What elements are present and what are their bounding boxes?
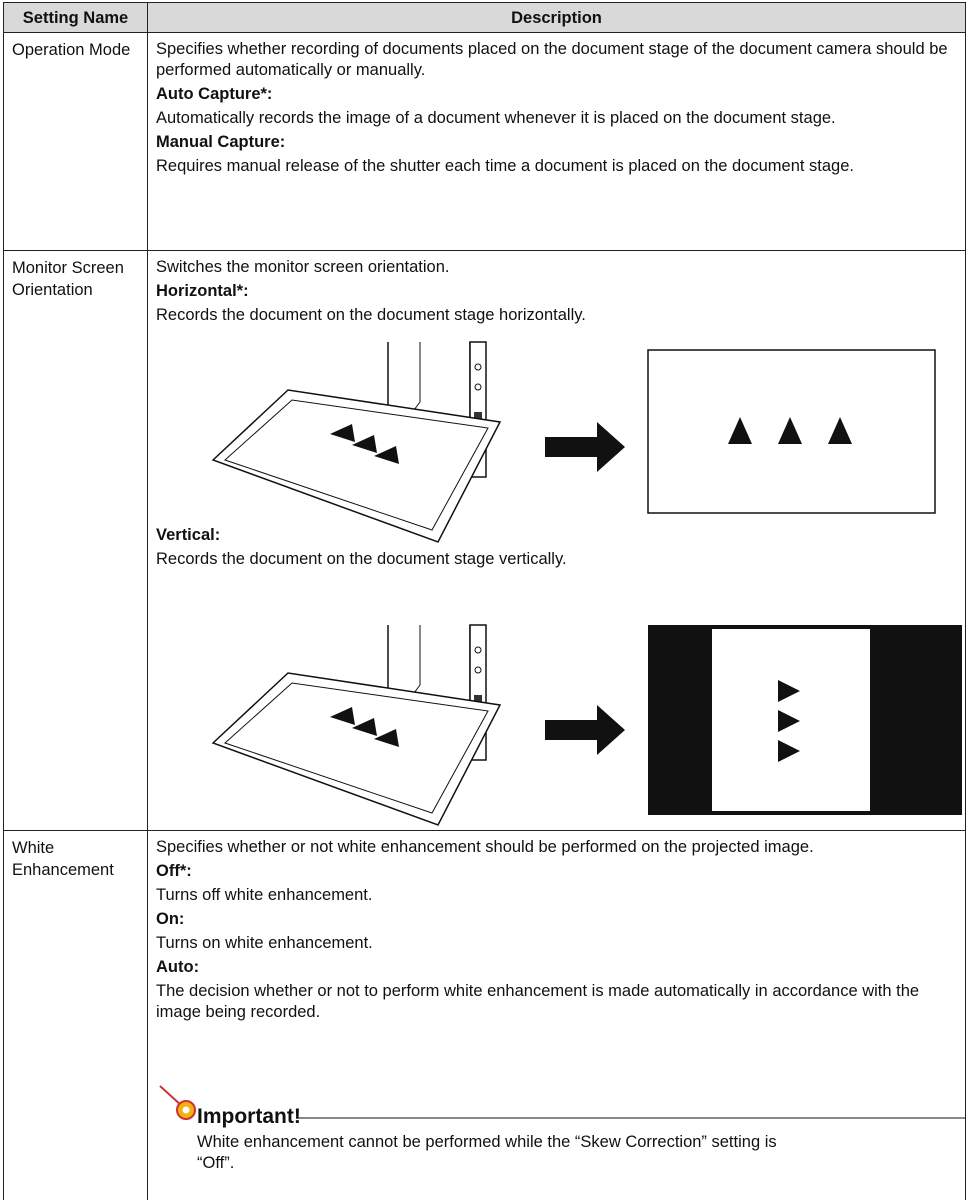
option-label: Manual Capture: bbox=[156, 133, 286, 151]
important-text: White enhancement cannot be performed wh… bbox=[197, 1133, 777, 1172]
option-text: Records the document on the document sta… bbox=[156, 306, 586, 324]
setting-name: White Enhancement bbox=[3, 830, 147, 1200]
option-text: Turns on white enhancement. bbox=[156, 934, 373, 952]
description: Specifies whether or not white enhanceme… bbox=[156, 838, 814, 856]
setting-name: Operation Mode bbox=[3, 32, 147, 250]
option-label: Auto: bbox=[156, 958, 200, 976]
option-label: Off*: bbox=[156, 862, 192, 880]
description-cell: Specifies whether or not white enhanceme… bbox=[147, 830, 966, 1200]
setting-name: Monitor Screen Orientation bbox=[3, 250, 147, 830]
option-text: Automatically records the image of a doc… bbox=[156, 109, 836, 127]
option-label: Vertical: bbox=[156, 526, 221, 544]
option-text: The decision whether or not to perform w… bbox=[156, 982, 920, 1021]
option-label: Auto Capture*: bbox=[156, 85, 273, 103]
description-cell: Switches the monitor screen orientation.… bbox=[147, 250, 966, 830]
header-cell: Description bbox=[147, 2, 966, 32]
option-text: Requires manual release of the shutter e… bbox=[156, 157, 854, 175]
option-text: Turns off white enhancement. bbox=[156, 886, 373, 904]
description: Specifies whether recording of documents… bbox=[156, 40, 948, 79]
description-cell: Specifies whether recording of documents… bbox=[147, 32, 966, 250]
important-title: Important! bbox=[197, 1105, 301, 1128]
option-label: Horizontal*: bbox=[156, 282, 249, 300]
description: Switches the monitor screen orientation. bbox=[156, 258, 450, 276]
option-text: Records the document on the document sta… bbox=[156, 550, 567, 568]
option-label: On: bbox=[156, 910, 185, 928]
header-cell: Setting Name bbox=[3, 2, 147, 32]
